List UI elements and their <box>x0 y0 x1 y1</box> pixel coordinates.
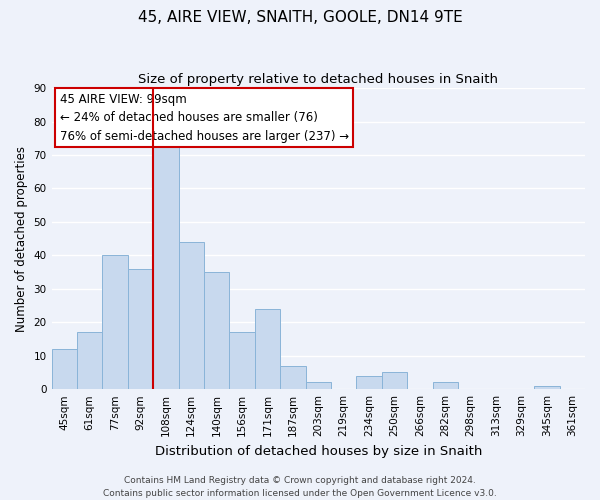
Bar <box>153 142 179 389</box>
Bar <box>103 256 128 389</box>
Bar <box>433 382 458 389</box>
Bar <box>305 382 331 389</box>
Bar <box>128 268 153 389</box>
Y-axis label: Number of detached properties: Number of detached properties <box>15 146 28 332</box>
Bar <box>255 309 280 389</box>
Bar <box>204 272 229 389</box>
Bar <box>52 349 77 389</box>
Text: Contains HM Land Registry data © Crown copyright and database right 2024.
Contai: Contains HM Land Registry data © Crown c… <box>103 476 497 498</box>
Bar <box>356 376 382 389</box>
Bar <box>534 386 560 389</box>
Bar <box>179 242 204 389</box>
Bar <box>280 366 305 389</box>
Title: Size of property relative to detached houses in Snaith: Size of property relative to detached ho… <box>138 72 498 86</box>
Text: 45, AIRE VIEW, SNAITH, GOOLE, DN14 9TE: 45, AIRE VIEW, SNAITH, GOOLE, DN14 9TE <box>137 10 463 25</box>
X-axis label: Distribution of detached houses by size in Snaith: Distribution of detached houses by size … <box>155 444 482 458</box>
Bar <box>229 332 255 389</box>
Bar <box>77 332 103 389</box>
Bar <box>382 372 407 389</box>
Text: 45 AIRE VIEW: 99sqm
← 24% of detached houses are smaller (76)
76% of semi-detach: 45 AIRE VIEW: 99sqm ← 24% of detached ho… <box>59 92 349 142</box>
